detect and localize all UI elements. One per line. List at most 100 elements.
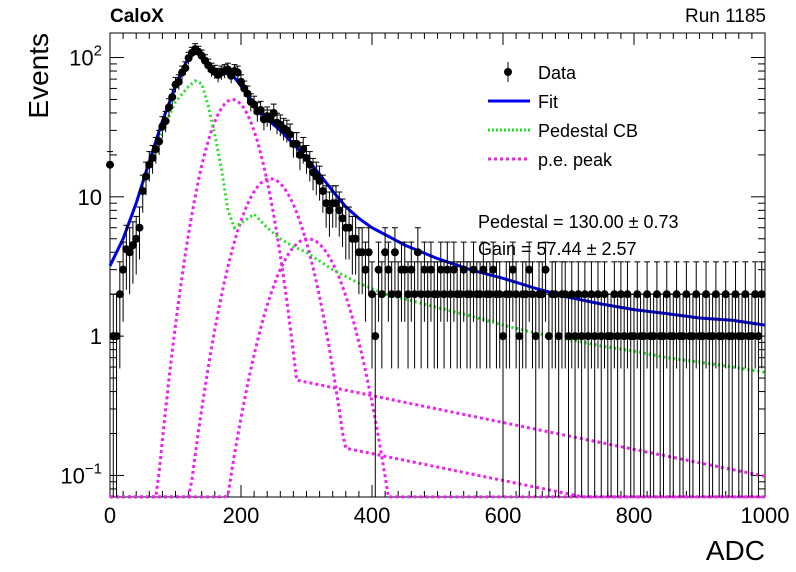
data-marker xyxy=(672,290,681,299)
data-marker xyxy=(728,332,737,341)
data-marker xyxy=(659,332,668,341)
data-point xyxy=(256,100,265,121)
data-marker xyxy=(128,241,137,250)
data-marker xyxy=(541,265,550,274)
x-tick-label: 600 xyxy=(485,503,522,528)
data-point xyxy=(436,241,445,322)
data-marker xyxy=(499,332,507,341)
data-marker xyxy=(495,290,504,299)
data-point xyxy=(593,261,602,369)
y-tick-label: 102 xyxy=(69,43,102,71)
stats-pedestal: Pedestal = 130.00 ± 0.73 xyxy=(478,212,679,232)
experiment-label: CaloX xyxy=(110,6,164,27)
data-marker xyxy=(374,265,383,274)
data-marker xyxy=(325,206,334,215)
data-point xyxy=(164,98,173,118)
data-marker xyxy=(302,153,311,162)
data-point xyxy=(479,241,488,322)
data-marker xyxy=(426,265,435,274)
data-marker xyxy=(243,89,252,98)
data-marker xyxy=(649,332,658,341)
data-marker xyxy=(574,290,583,299)
data-marker xyxy=(181,64,190,73)
y-tick-label: 10−1 xyxy=(60,460,102,488)
data-point xyxy=(633,261,642,369)
data-marker xyxy=(567,290,576,299)
y-axis-label: Events xyxy=(23,33,54,119)
data-marker xyxy=(613,332,622,341)
data-point xyxy=(115,261,124,369)
data-point xyxy=(404,261,413,369)
data-marker xyxy=(400,265,409,274)
legend-label-fit: Fit xyxy=(538,92,558,112)
data-marker xyxy=(318,187,327,196)
data-point xyxy=(692,261,701,369)
y-tick-label: 1 xyxy=(90,324,102,349)
data-marker xyxy=(446,290,455,299)
data-marker xyxy=(607,332,616,341)
data-marker xyxy=(571,332,580,341)
data-point xyxy=(469,241,478,322)
data-marker xyxy=(702,290,711,299)
data-point xyxy=(423,261,432,369)
data-point xyxy=(168,88,177,107)
data-point xyxy=(325,191,334,237)
data-marker xyxy=(630,332,638,341)
data-point xyxy=(413,227,422,295)
legend-item-data: Data xyxy=(504,62,577,83)
data-point xyxy=(338,198,347,248)
data-point xyxy=(597,293,606,497)
data-point xyxy=(351,215,360,275)
data-marker xyxy=(512,290,521,299)
data-marker xyxy=(351,234,360,243)
data-marker xyxy=(164,103,173,112)
data-point xyxy=(128,221,137,284)
data-marker xyxy=(407,265,416,274)
data-marker xyxy=(132,234,141,243)
data-marker xyxy=(168,93,177,102)
data-marker xyxy=(384,265,393,274)
data-point xyxy=(322,185,331,228)
data-point xyxy=(567,261,576,369)
data-point xyxy=(587,261,596,369)
x-tick-label: 200 xyxy=(223,503,260,528)
data-marker xyxy=(331,199,340,208)
data-marker xyxy=(443,265,452,274)
data-point xyxy=(738,293,747,497)
data-point xyxy=(521,261,530,369)
data-marker xyxy=(417,290,426,299)
data-marker xyxy=(554,332,563,341)
data-point xyxy=(512,261,521,369)
data-point xyxy=(495,261,504,369)
data-marker xyxy=(747,332,756,341)
data-point xyxy=(485,261,494,369)
data-marker xyxy=(423,290,432,299)
data-point xyxy=(387,261,396,369)
data-marker xyxy=(577,332,586,341)
data-marker xyxy=(436,265,445,274)
data-point xyxy=(600,261,609,369)
run-label: Run 1185 xyxy=(685,6,766,27)
data-marker xyxy=(580,290,589,299)
data-point xyxy=(407,241,416,322)
data-marker xyxy=(449,265,458,274)
pe-peak-curve-3 xyxy=(110,237,765,499)
data-marker xyxy=(371,332,380,341)
data-point xyxy=(456,261,465,369)
data-marker xyxy=(561,290,570,299)
data-marker xyxy=(741,290,750,299)
data-marker xyxy=(757,290,766,299)
data-marker xyxy=(256,106,265,115)
data-point xyxy=(151,136,160,164)
data-point xyxy=(616,261,625,369)
data-marker xyxy=(368,290,376,299)
data-point xyxy=(400,241,409,322)
data-point xyxy=(384,241,393,322)
data-point xyxy=(476,261,485,369)
data-marker xyxy=(485,290,494,299)
data-marker xyxy=(151,145,160,154)
data-marker xyxy=(420,265,429,274)
data-marker xyxy=(643,290,652,299)
data-marker xyxy=(390,248,399,257)
data-marker xyxy=(440,290,449,299)
